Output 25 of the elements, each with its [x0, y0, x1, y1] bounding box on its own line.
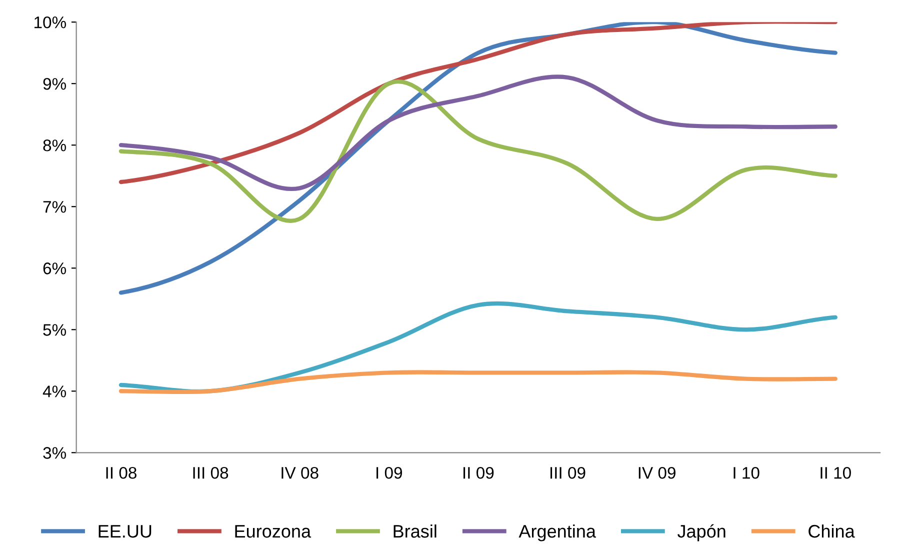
x-tick-label: IV 08 [282, 466, 318, 479]
x-tick-label: IV 09 [638, 466, 676, 479]
x-tick-label: II 10 [820, 466, 851, 479]
y-tick-label: 6% [43, 262, 66, 274]
x-tick-label: I 10 [734, 466, 760, 479]
legend-label: Japón [678, 524, 726, 542]
legend-label: Brasil [394, 524, 436, 538]
y-tick-label: 8% [43, 140, 66, 152]
line-series [118, 22, 838, 184]
y-tick-label: 3% [43, 447, 66, 459]
legend-label: Argentina [518, 524, 596, 542]
x-tick-label: II 08 [106, 466, 136, 479]
x-tick-label: III 09 [550, 466, 586, 479]
y-tick-label: 5% [43, 324, 66, 336]
y-tick-label: 9% [43, 78, 66, 90]
line-series [118, 74, 838, 191]
y-tick-label: 4% [42, 386, 66, 398]
legend-label: China [808, 524, 855, 538]
x-tick-label: II 09 [464, 466, 494, 479]
x-tick-label: III 08 [193, 466, 228, 479]
legend-label: Eurozona [235, 525, 312, 538]
y-tick-label: 7% [43, 201, 66, 213]
y-tick-label: 10% [34, 16, 66, 28]
x-tick-label: I 09 [376, 466, 402, 479]
legend-label: EE.UU [98, 525, 152, 538]
